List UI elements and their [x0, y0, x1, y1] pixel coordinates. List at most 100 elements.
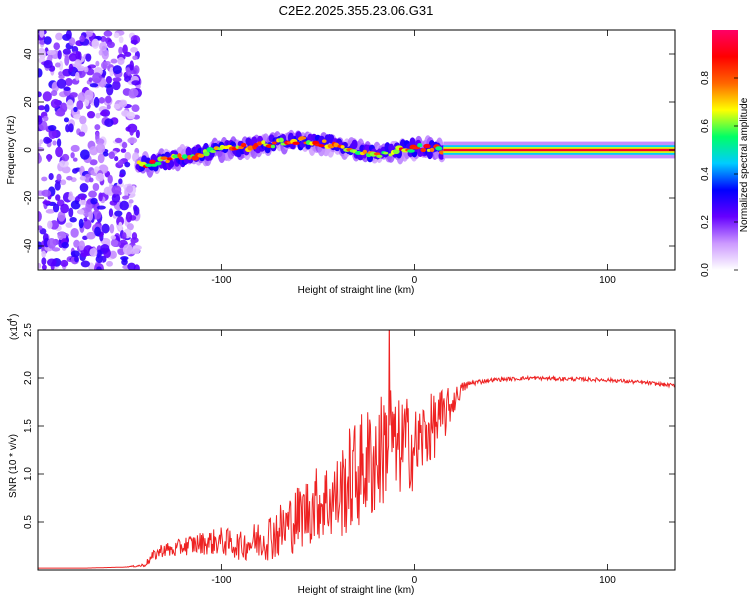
snr-y-ticks: 0.5 1.0 1.5 2.0 2.5 [23, 323, 675, 529]
heatmap-noise-cell [48, 125, 57, 132]
heatmap-noise-cell [68, 207, 74, 218]
heatmap-y-tick-label: 40 [23, 48, 34, 60]
heatmap-signal-core [149, 159, 156, 164]
heatmap-noise-cell [87, 111, 96, 119]
heatmap-noise-cell [50, 89, 58, 97]
heatmap-noise-cell [41, 257, 47, 266]
heatmap-noise-cell [80, 260, 91, 268]
colorbar-gradient [712, 30, 738, 270]
heatmap-noise-cell [53, 42, 61, 51]
heatmap-noise-cell [70, 227, 79, 238]
heatmap-noise-cell [131, 104, 140, 113]
heatmap-signal-core [197, 153, 205, 158]
heatmap-noise-cell [43, 36, 52, 45]
heatmap-noise-cell [78, 131, 86, 137]
heatmap-noise-cell [45, 209, 55, 214]
heatmap-noise-cell [113, 103, 121, 110]
heatmap-noise-cell [38, 115, 43, 125]
heatmap-noise-cell [39, 30, 45, 38]
heatmap-noise-cell [78, 209, 85, 215]
heatmap-noise-cell [52, 140, 57, 146]
heatmap-noise-cell [38, 91, 42, 98]
heatmap-noise-cell [127, 262, 136, 270]
heatmap-noise-cell [126, 185, 134, 193]
heatmap-steady-core [443, 148, 675, 152]
heatmap-noise-cell [57, 211, 66, 222]
heatmap-noise-cell [101, 223, 110, 234]
colorbar-tick-label: 0.4 [700, 167, 711, 181]
heatmap-x-tick-label: 100 [599, 275, 616, 286]
snr-plot: -100 0 100 0.5 1.0 1.5 2.0 2.5 Height of strai… [7, 314, 676, 596]
heatmap-noise-cell [60, 179, 67, 186]
heatmap-noise-cell [135, 84, 141, 90]
heatmap-y-tick-label: 0 [23, 147, 34, 153]
heatmap-noise-cell [79, 149, 90, 160]
heatmap-signal-core [340, 145, 345, 149]
heatmap-noise-cell [118, 221, 123, 231]
heatmap-signal-core [247, 145, 254, 151]
heatmap-noise-cell [70, 250, 80, 258]
heatmap-noise-cell [70, 152, 75, 159]
heatmap-noise-cell [125, 69, 133, 76]
snr-y-axis-label: SNR (10 * v/v) [8, 434, 19, 498]
heatmap-noise-cell [47, 153, 52, 162]
snr-y-multiplier-close: ) [9, 314, 20, 317]
heatmap-noise-cell [77, 92, 87, 103]
heatmap-noise-cell [80, 123, 88, 134]
heatmap-signal-core [240, 142, 247, 148]
heatmap-noise-cell [129, 127, 134, 136]
heatmap-noise-cell [42, 91, 52, 102]
snr-y-multiplier-exponent: 4 [7, 318, 14, 322]
heatmap-noise-cell [106, 260, 113, 267]
heatmap-noise-cell [97, 153, 105, 164]
heatmap-noise-cell [83, 217, 88, 222]
heatmap-noise-cell [125, 211, 133, 223]
heatmap-noise-cell [108, 208, 114, 218]
heatmap-noise-cell [95, 138, 105, 145]
heatmap-noise-cell [106, 104, 111, 110]
heatmap-noise-cell [95, 173, 105, 182]
snr-y-tick-label: 1.0 [23, 467, 34, 481]
snr-y-multiplier-base: (x10 [9, 320, 20, 340]
heatmap-signal-core [181, 154, 188, 159]
heatmap-noise-cell [113, 32, 120, 39]
heatmap-noise-cell [118, 36, 124, 44]
heatmap-noise-cell [88, 177, 94, 183]
heatmap-noise-cell [102, 151, 109, 157]
heatmap-noise-cell [99, 41, 108, 52]
heatmap-noise-cell [84, 89, 94, 101]
heatmap-noise-cell [61, 166, 71, 174]
heatmap-noise-cell [83, 219, 92, 230]
heatmap-noise-cell [99, 111, 108, 117]
heatmap-noise-cell [92, 182, 100, 192]
heatmap-signal-core [435, 146, 443, 151]
heatmap-signal-core [321, 139, 327, 143]
snr-x-tick-label: 100 [599, 575, 616, 586]
heatmap-signal-cell [351, 139, 358, 150]
heatmap-noise-cell [127, 137, 138, 144]
snr-x-ticks: -100 0 100 [211, 330, 616, 586]
snr-series-line [38, 330, 675, 569]
heatmap-noise-cell [78, 240, 85, 251]
heatmap-signal-core [160, 156, 168, 160]
heatmap-noise-cell [126, 223, 134, 231]
heatmap-noise-cell [121, 232, 127, 240]
heatmap-noise-cell [57, 50, 62, 60]
heatmap-noise-cell [95, 60, 100, 67]
heatmap-noise-cell [108, 151, 115, 159]
heatmap-noise-cell [38, 211, 42, 222]
heatmap-noise-cell [111, 193, 121, 203]
heatmap-noise-cell [76, 100, 84, 110]
heatmap-noise-cell [41, 250, 47, 258]
heatmap-signal-cell [164, 151, 171, 158]
heatmap-signal-core [298, 136, 307, 140]
heatmap-noise-cell [129, 60, 134, 72]
heatmap-noise-cell [82, 235, 88, 241]
heatmap-noise-cell [119, 173, 125, 178]
colorbar: 0.0 0.2 0.4 0.6 0.8 Normalized spectral ampl… [700, 30, 750, 277]
heatmap-signal-core [292, 141, 300, 145]
heatmap-signal-cell [185, 146, 192, 157]
heatmap-noise-cell [78, 218, 84, 229]
heatmap-signal-core [271, 141, 277, 145]
heatmap-noise-cell [70, 200, 81, 210]
